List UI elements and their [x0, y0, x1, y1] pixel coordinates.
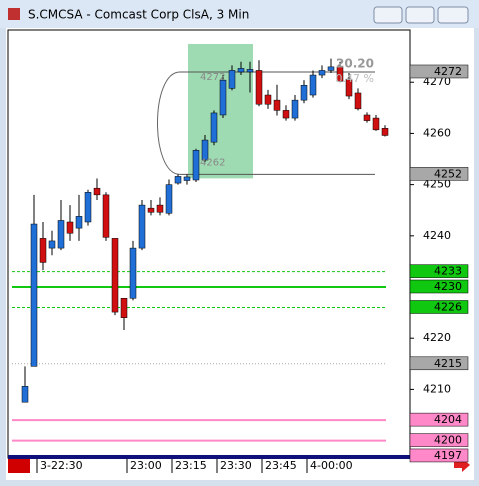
minimize-button[interactable]	[373, 6, 403, 24]
candle-body	[219, 79, 227, 116]
candle-body	[291, 99, 299, 119]
measure-change: 20.20	[336, 57, 374, 71]
measure-percent: 0.47 %	[336, 72, 374, 85]
scroll-bar	[8, 455, 410, 459]
candle-body	[75, 216, 83, 229]
candle-body	[354, 92, 362, 110]
candle-body	[210, 112, 218, 143]
candle-body	[300, 85, 308, 101]
candle-body	[39, 238, 47, 263]
level-label: 4272	[434, 65, 462, 78]
candle-body	[255, 70, 263, 105]
candle-body	[102, 194, 110, 238]
level-label: 4230	[434, 280, 462, 293]
measure-label: 4262	[200, 157, 225, 168]
candle-body	[111, 238, 119, 313]
candle-body	[363, 114, 371, 121]
level-box	[409, 264, 469, 278]
level-box	[409, 356, 469, 371]
candle-body	[21, 386, 29, 403]
candle-body	[57, 220, 65, 249]
level-box	[409, 412, 469, 427]
candle-body	[381, 128, 389, 136]
candle-body	[237, 68, 245, 73]
candle-body	[372, 117, 380, 131]
level-label: 4226	[434, 300, 462, 313]
x-tick-label: 3-22:30	[40, 459, 83, 472]
candle-body	[345, 78, 353, 97]
candle-body	[93, 187, 101, 196]
candle-body	[174, 176, 182, 184]
level-label: 4204	[434, 413, 462, 426]
y-tick-label: 4260	[423, 126, 451, 139]
level-label: 4200	[434, 434, 462, 447]
level-box	[409, 279, 469, 294]
level-label: 4252	[434, 167, 462, 180]
candle-body	[273, 99, 281, 111]
candle-body	[147, 207, 155, 213]
measure-label: 4272	[200, 72, 225, 83]
y-tick-label: 4210	[423, 382, 451, 395]
level-box	[409, 64, 469, 79]
level-label: 4197	[434, 449, 462, 462]
candle-body	[30, 223, 38, 367]
candle-body	[264, 94, 272, 105]
candle-body	[192, 150, 200, 181]
candle-body	[84, 192, 92, 223]
level-label: 4233	[434, 265, 462, 278]
level-box	[409, 300, 469, 314]
x-tick-label: 23:15	[175, 459, 207, 472]
candle-body	[156, 204, 164, 213]
candle-body	[246, 69, 254, 73]
y-tick-label: 4220	[423, 331, 451, 344]
y-tick-label: 4270	[423, 75, 451, 88]
candle-body	[48, 240, 56, 249]
app-icon	[8, 8, 20, 20]
candle-body	[66, 221, 74, 234]
candle-body	[309, 74, 317, 96]
candle-body	[165, 184, 173, 214]
x-tick-label: 23:30	[220, 459, 252, 472]
candle-body	[318, 70, 326, 76]
candle-body	[327, 66, 335, 71]
y-tick-label: 4240	[423, 229, 451, 242]
level-box	[409, 433, 469, 447]
candle-body	[138, 204, 146, 249]
candle-body	[282, 110, 290, 119]
level-label: 4215	[434, 357, 462, 370]
level-box	[409, 448, 469, 463]
candle-body	[183, 176, 191, 181]
candle-body	[120, 298, 128, 318]
measure-arc	[157, 71, 181, 175]
candle-body	[228, 70, 236, 89]
candle-body	[336, 66, 344, 82]
level-box	[409, 167, 469, 181]
y-tick-label: 4250	[423, 178, 451, 191]
close-button[interactable]	[437, 6, 469, 24]
candle-body	[129, 247, 137, 299]
maximize-button[interactable]	[405, 6, 435, 24]
x-tick-label: 23:45	[265, 459, 297, 472]
x-tick-label: 23:00	[130, 459, 162, 472]
window-title: S.CMCSA - Comcast Corp ClsA, 3 Min	[28, 8, 249, 22]
candle-body	[201, 139, 209, 161]
scroll-marker	[8, 459, 30, 473]
x-tick-label: 4-00:00	[310, 459, 353, 472]
